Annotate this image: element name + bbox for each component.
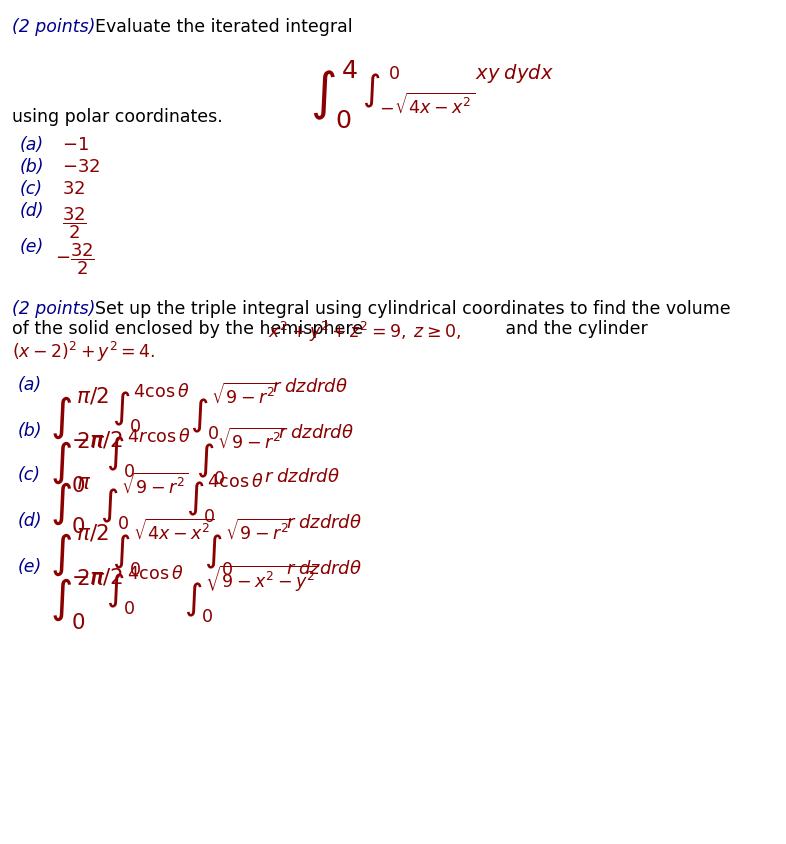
Text: $\int_{-\pi/2}^{\pi/2}$: $\int_{-\pi/2}^{\pi/2}$ — [50, 522, 123, 587]
Text: (b): (b) — [18, 422, 42, 440]
Text: $\int_0^{\sqrt{9-r^2}}$: $\int_0^{\sqrt{9-r^2}}$ — [100, 471, 189, 532]
Text: $-1$: $-1$ — [62, 136, 89, 154]
Text: using polar coordinates.: using polar coordinates. — [12, 108, 222, 126]
Text: $r\;dzdrd\theta$: $r\;dzdrd\theta$ — [286, 514, 362, 532]
Text: $\int_{-\pi/2}^{\pi/2}$: $\int_{-\pi/2}^{\pi/2}$ — [50, 385, 123, 451]
Text: $\dfrac{32}{2}$: $\dfrac{32}{2}$ — [62, 205, 87, 241]
Text: $-\dfrac{32}{2}$: $-\dfrac{32}{2}$ — [55, 241, 95, 277]
Text: $\int_0^{\pi}$: $\int_0^{\pi}$ — [50, 475, 92, 536]
Text: Evaluate the iterated integral: Evaluate the iterated integral — [95, 18, 353, 36]
Text: $\int_0^{4r\cos\theta}$: $\int_0^{4r\cos\theta}$ — [106, 426, 191, 479]
Text: $\int_0^{4\cos\theta}$: $\int_0^{4\cos\theta}$ — [106, 563, 183, 617]
Text: $r\;dzdrd\theta$: $r\;dzdrd\theta$ — [286, 560, 362, 578]
Text: and the cylinder: and the cylinder — [500, 320, 648, 338]
Text: (c): (c) — [20, 180, 43, 198]
Text: $\int_0^{\sqrt{9-r^2}}$: $\int_0^{\sqrt{9-r^2}}$ — [196, 426, 285, 487]
Text: $\int_0^4$: $\int_0^4$ — [310, 58, 358, 129]
Text: $r\;dzdrd\theta$: $r\;dzdrd\theta$ — [278, 424, 354, 442]
Text: (d): (d) — [18, 512, 42, 530]
Text: (2 points): (2 points) — [12, 300, 95, 318]
Text: $\int_0^{\sqrt{4x-x^2}}$: $\int_0^{\sqrt{4x-x^2}}$ — [112, 517, 215, 578]
Text: (a): (a) — [18, 376, 42, 394]
Text: (a): (a) — [20, 136, 44, 154]
Text: Set up the triple integral using cylindrical coordinates to find the volume: Set up the triple integral using cylindr… — [95, 300, 731, 318]
Text: $\int_{-\sqrt{4x-x^2}}^{\;0}$: $\int_{-\sqrt{4x-x^2}}^{\;0}$ — [362, 64, 476, 116]
Text: $\int_0^{\sqrt{9-r^2}}$: $\int_0^{\sqrt{9-r^2}}$ — [190, 381, 279, 442]
Text: $\int_0^{2\pi}$: $\int_0^{2\pi}$ — [50, 567, 105, 631]
Text: $\int_0^{\sqrt{9-x^2-y^2}}$: $\int_0^{\sqrt{9-x^2-y^2}}$ — [184, 563, 319, 625]
Text: $32$: $32$ — [62, 180, 85, 198]
Text: $\int_0^{\sqrt{9-r^2}}$: $\int_0^{\sqrt{9-r^2}}$ — [204, 517, 293, 578]
Text: (e): (e) — [20, 238, 44, 256]
Text: $r\;dzdrd\theta$: $r\;dzdrd\theta$ — [272, 378, 348, 396]
Text: $(x - 2)^2 + y^2 = 4.$: $(x - 2)^2 + y^2 = 4.$ — [12, 340, 156, 364]
Text: $\int_0^{2\pi}$: $\int_0^{2\pi}$ — [50, 430, 105, 495]
Text: (e): (e) — [18, 558, 42, 576]
Text: $x^2 + y^2 + z^2 = 9,\; z \geq 0,$: $x^2 + y^2 + z^2 = 9,\; z \geq 0,$ — [268, 320, 461, 344]
Text: $\int_0^{4\cos\theta}$: $\int_0^{4\cos\theta}$ — [112, 381, 189, 435]
Text: $r\;dzdrd\theta$: $r\;dzdrd\theta$ — [264, 468, 340, 486]
Text: $xy\;dydx$: $xy\;dydx$ — [475, 62, 554, 85]
Text: (b): (b) — [20, 158, 45, 176]
Text: (d): (d) — [20, 202, 45, 220]
Text: (c): (c) — [18, 466, 41, 484]
Text: (2 points): (2 points) — [12, 18, 95, 36]
Text: $-32$: $-32$ — [62, 158, 101, 176]
Text: of the solid enclosed by the hemisphere: of the solid enclosed by the hemisphere — [12, 320, 369, 338]
Text: $\int_0^{4\cos\theta}$: $\int_0^{4\cos\theta}$ — [186, 471, 263, 525]
